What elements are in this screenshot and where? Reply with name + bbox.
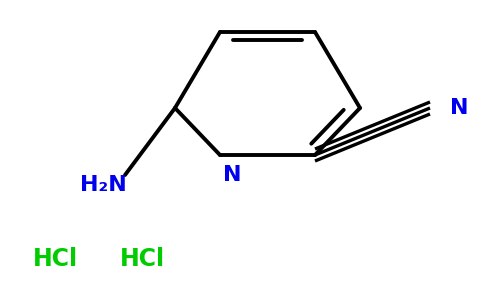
Text: N: N: [450, 98, 469, 118]
Text: HCl: HCl: [33, 248, 78, 272]
Text: H₂N: H₂N: [80, 175, 127, 195]
Text: HCl: HCl: [120, 248, 166, 272]
Text: N: N: [223, 165, 241, 185]
